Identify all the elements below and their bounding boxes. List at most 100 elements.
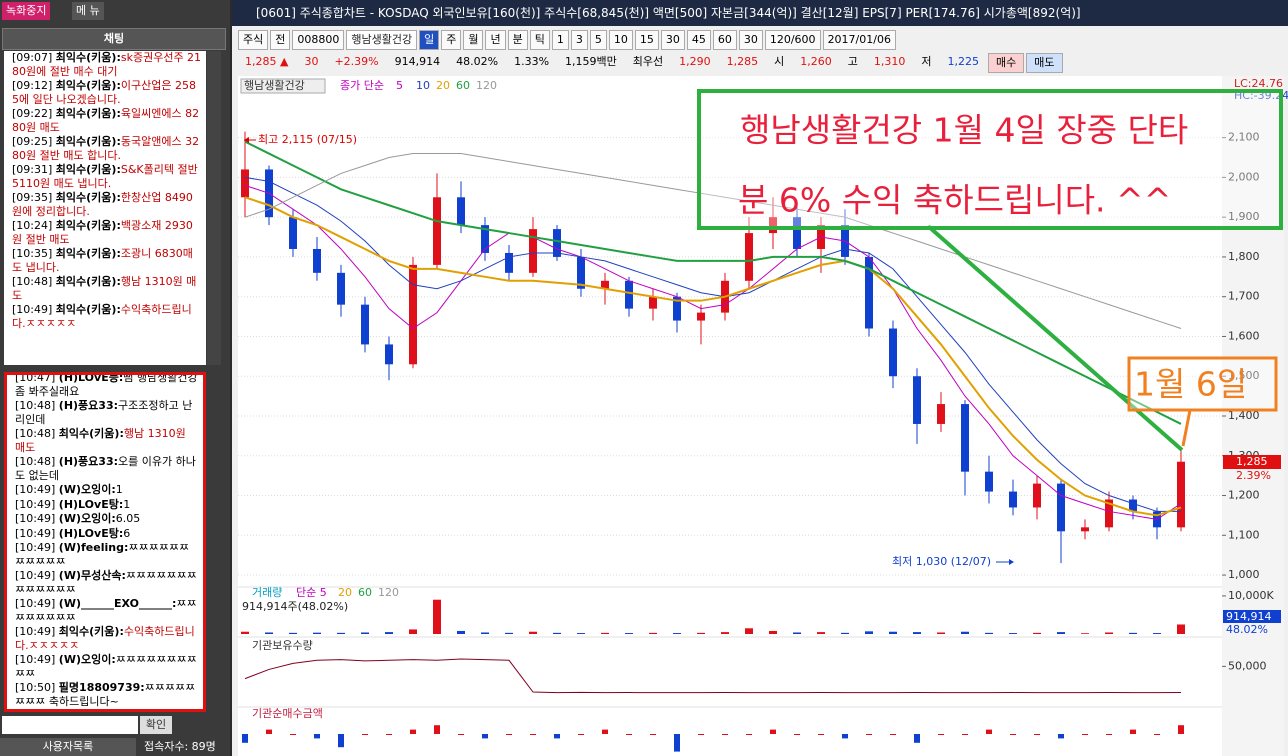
- toolbar-button[interactable]: 월: [463, 30, 484, 50]
- inst-net-bar: [482, 734, 488, 739]
- chat-message: [10:47] (H)LOvE등:뻠 행남생활건강좀 봐주실래요: [15, 372, 199, 398]
- scrollbar[interactable]: [207, 51, 221, 365]
- candle-body: [361, 304, 369, 345]
- volume-bar: [649, 632, 657, 634]
- chat-message: [10:49] (W)오잉이:1: [15, 483, 199, 497]
- chat-user: (H)LOvE탕:: [58, 526, 124, 540]
- quote-field: 1,290: [679, 55, 711, 68]
- candle-body: [649, 296, 657, 309]
- volume-bar: [289, 632, 297, 634]
- toolbar-button[interactable]: 틱: [529, 30, 550, 50]
- volume-last: 914,914: [1226, 610, 1272, 623]
- toolbar-button[interactable]: 30: [660, 30, 685, 50]
- legend-box: [240, 78, 326, 94]
- chat-user: 최익수(키움):: [58, 427, 124, 440]
- candle-body: [289, 217, 297, 249]
- chat-text: 수익축하드립니다.ㅈㅈㅈㅈㅈ: [15, 625, 195, 652]
- toolbar-button[interactable]: 60: [712, 30, 737, 50]
- chat-list-top: [09:07] 최익수(키움):sk증권우선주 2180원에 절반 매수 대기 […: [4, 51, 206, 365]
- moving-average: [244, 153, 1182, 329]
- candle-body: [601, 280, 609, 289]
- inst-net-bar: [914, 734, 920, 743]
- toolbar-button[interactable]: 120/600: [764, 30, 821, 50]
- chat-user: (W)무성산속:: [58, 569, 126, 582]
- inst-net-bar: [1154, 734, 1160, 735]
- chat-time: [10:48]: [15, 399, 56, 412]
- chat-time: [10:49]: [15, 483, 56, 496]
- inst-net-bar: [362, 734, 368, 735]
- chat-input[interactable]: [2, 716, 138, 734]
- volume-legend: 20: [338, 586, 352, 599]
- toolbar-button[interactable]: 주식: [238, 30, 269, 50]
- callout-text: 행남생활건강 1월 4일 장중 단타: [740, 111, 1188, 150]
- candle-body: [241, 169, 249, 198]
- legend-entry: 10: [416, 79, 430, 92]
- toolbar-button[interactable]: 3: [570, 30, 588, 50]
- toolbar-button[interactable]: 년: [485, 30, 506, 50]
- menu-tab[interactable]: 메 뉴: [72, 2, 104, 20]
- volume-bar: [745, 628, 753, 634]
- y-tick-label: 10,000K: [1228, 589, 1274, 602]
- quote-field[interactable]: 매도: [1026, 53, 1063, 73]
- candle-body: [673, 296, 681, 321]
- toolbar-button[interactable]: 15: [634, 30, 659, 50]
- volume-bar: [1009, 633, 1017, 634]
- chat-text: 뻠 행남생활건강좀 봐주실래요: [15, 372, 198, 398]
- record-stop-tab[interactable]: 녹화중지: [2, 2, 51, 20]
- volume-bar: [457, 630, 465, 634]
- y-tick-label: 1,800: [1228, 250, 1260, 263]
- candle-body: [529, 229, 537, 273]
- toolbar-button[interactable]: 30: [738, 30, 763, 50]
- quote-field[interactable]: 매수: [988, 53, 1025, 73]
- candle-body: [745, 233, 753, 281]
- inst-net-bar: [938, 734, 944, 735]
- inst-net-title: 기관순매수금액: [252, 707, 323, 720]
- chat-message: [09:07] 최익수(키움):sk증권우선주 2180원에 절반 매수 대기: [12, 51, 202, 78]
- volume-bar: [529, 631, 537, 634]
- max-arrowhead: [244, 137, 249, 143]
- volume-bar: [553, 632, 561, 634]
- inst-net-bar: [530, 734, 536, 735]
- inst-net-bar: [650, 734, 656, 735]
- candle-body: [577, 256, 585, 289]
- send-button[interactable]: 확인: [140, 716, 172, 734]
- chat-message: [09:25] 최익수(키움):동국알앤에스 3280원 절반 매도 합니다.: [12, 135, 202, 162]
- chat-user: (W)오잉이:: [58, 483, 116, 496]
- toolbar-button[interactable]: 10: [608, 30, 633, 50]
- chat-time: [10:49]: [15, 653, 56, 666]
- chat-time: [10:49]: [15, 625, 56, 638]
- toolbar-button[interactable]: 5: [589, 30, 607, 50]
- quote-field: 저: [921, 55, 932, 68]
- chat-message: [10:48] 최익수(키움):행남 1310원 매도: [12, 275, 202, 302]
- volume-bar: [625, 633, 633, 634]
- volume-last-pct: 48.02%: [1226, 623, 1268, 636]
- volume-bar: [913, 632, 921, 634]
- candle-body: [457, 197, 465, 226]
- toolbar-button[interactable]: 2017/01/06: [822, 30, 896, 50]
- user-list-tab[interactable]: 사용자목록: [0, 738, 136, 756]
- chat-text: 오를 이유가 하나도 없는데: [15, 455, 196, 482]
- volume-bar: [265, 632, 273, 634]
- candle-body: [625, 280, 633, 309]
- toolbar-button[interactable]: 행남생활건강: [346, 30, 418, 50]
- toolbar-button[interactable]: 1: [551, 30, 569, 50]
- toolbar-button[interactable]: 주: [441, 30, 462, 50]
- chat-time: [10:24]: [12, 219, 53, 232]
- toolbar-button[interactable]: 45: [686, 30, 711, 50]
- candle-body: [433, 197, 441, 265]
- legend-entry: 60: [456, 79, 470, 92]
- callout-pointer: [926, 224, 1184, 452]
- chat-title: 채팅: [2, 28, 226, 50]
- inst-net-bar: [554, 734, 560, 739]
- quote-field: 시: [774, 55, 785, 68]
- toolbar-button[interactable]: 008800: [292, 30, 345, 50]
- toolbar-button[interactable]: 분: [507, 30, 528, 50]
- chat-message: [10:49] (W)오잉이:ㅉㅉㅉㅉㅉㅉㅉㅉㅉㅉ: [15, 653, 199, 680]
- legend-title: 종가 단순: [340, 79, 384, 92]
- toolbar-button[interactable]: 전: [270, 30, 291, 50]
- toolbar-button[interactable]: 일: [419, 30, 440, 50]
- chat-text: ㅉㅉㅉㅉㅉㅉㅉㅉ 축하드립니다~: [15, 681, 196, 708]
- volume-bar: [793, 632, 801, 634]
- chat-text: 1: [115, 483, 123, 496]
- chat-message: [10:35] 최익수(키움):조광니 6830매도 냅니다.: [12, 247, 202, 274]
